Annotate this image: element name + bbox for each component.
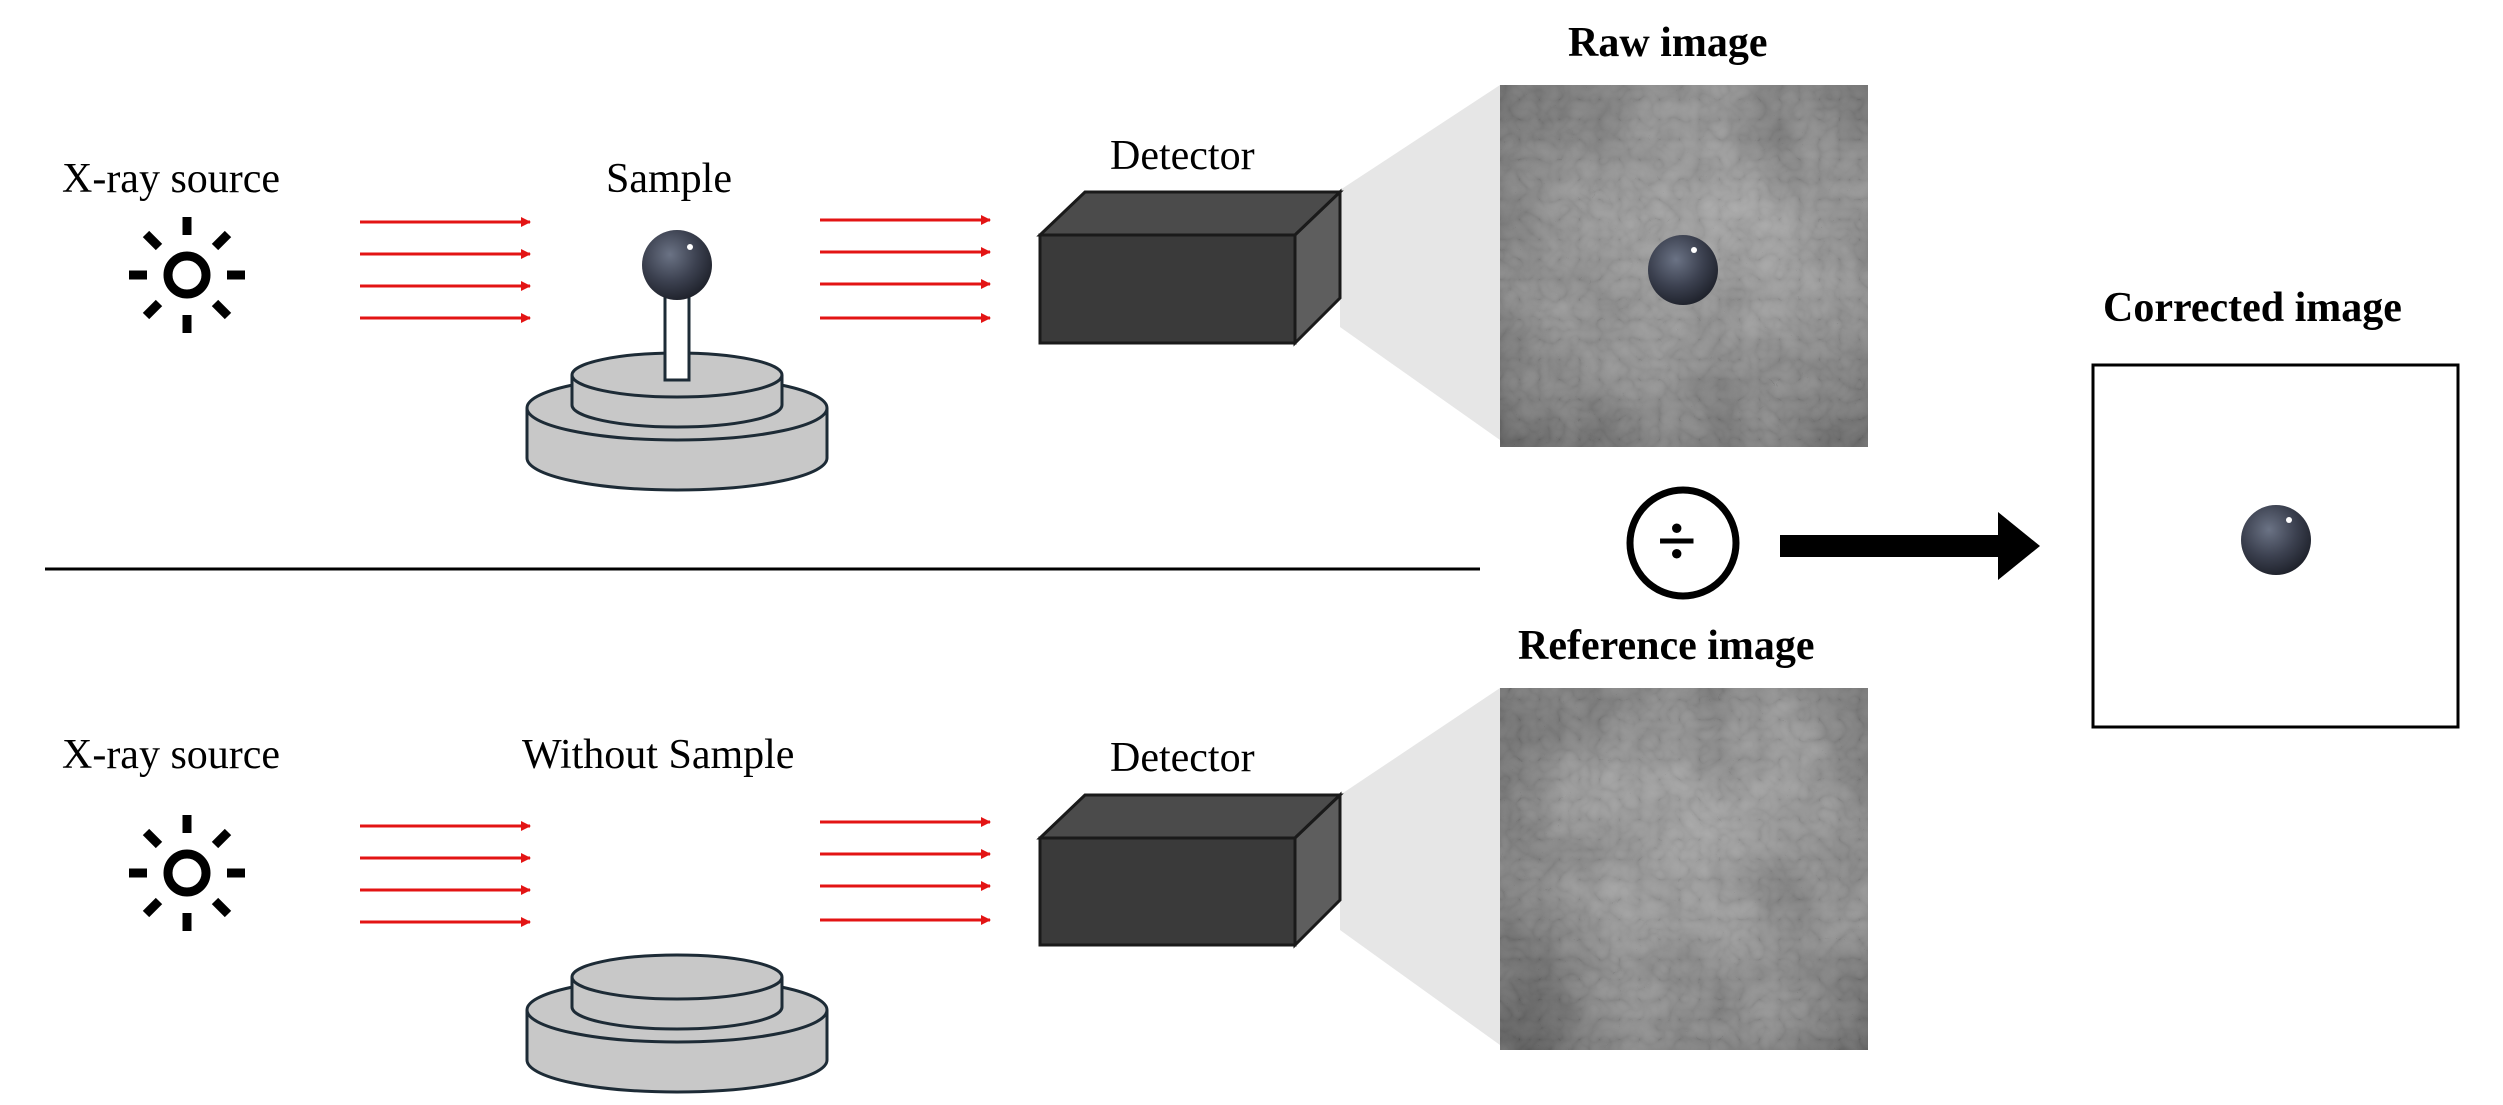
sun-icon	[129, 217, 245, 333]
top-detector-label: Detector	[1110, 133, 1255, 179]
bottom-sample-label: Without Sample	[522, 732, 795, 778]
sample-stage	[525, 288, 829, 492]
divide-icon	[1626, 486, 1740, 600]
detector	[1036, 188, 1344, 347]
reference-image	[1500, 688, 1868, 1050]
detector	[1036, 791, 1344, 949]
corrected-image	[2091, 363, 2460, 729]
bottom-source-label: X-ray source	[62, 732, 281, 778]
result-arrow	[1780, 512, 2040, 580]
corrected-image-title: Corrected image	[2103, 285, 2402, 331]
bottom-detector-label: Detector	[1110, 735, 1255, 781]
top-source-label: X-ray source	[62, 156, 281, 202]
beam-arrows-in	[360, 217, 531, 323]
sample-stage-empty	[525, 953, 829, 1094]
reference-image-title: Reference image	[1518, 623, 1815, 669]
raw-image-title: Raw image	[1568, 20, 1768, 66]
top-sample-label: Sample	[606, 156, 732, 202]
beam-arrows-out	[820, 215, 991, 323]
divide-operator: ÷	[1657, 501, 1697, 581]
sphere-highlight	[687, 244, 693, 250]
beam-arrows-in	[360, 821, 531, 927]
sun-icon	[129, 815, 245, 931]
raw-image	[1500, 85, 1868, 447]
beam-arrows-out	[820, 817, 991, 925]
projection-cone	[1340, 688, 1500, 1045]
sample-sphere	[642, 230, 712, 300]
projection-cone	[1340, 85, 1500, 440]
